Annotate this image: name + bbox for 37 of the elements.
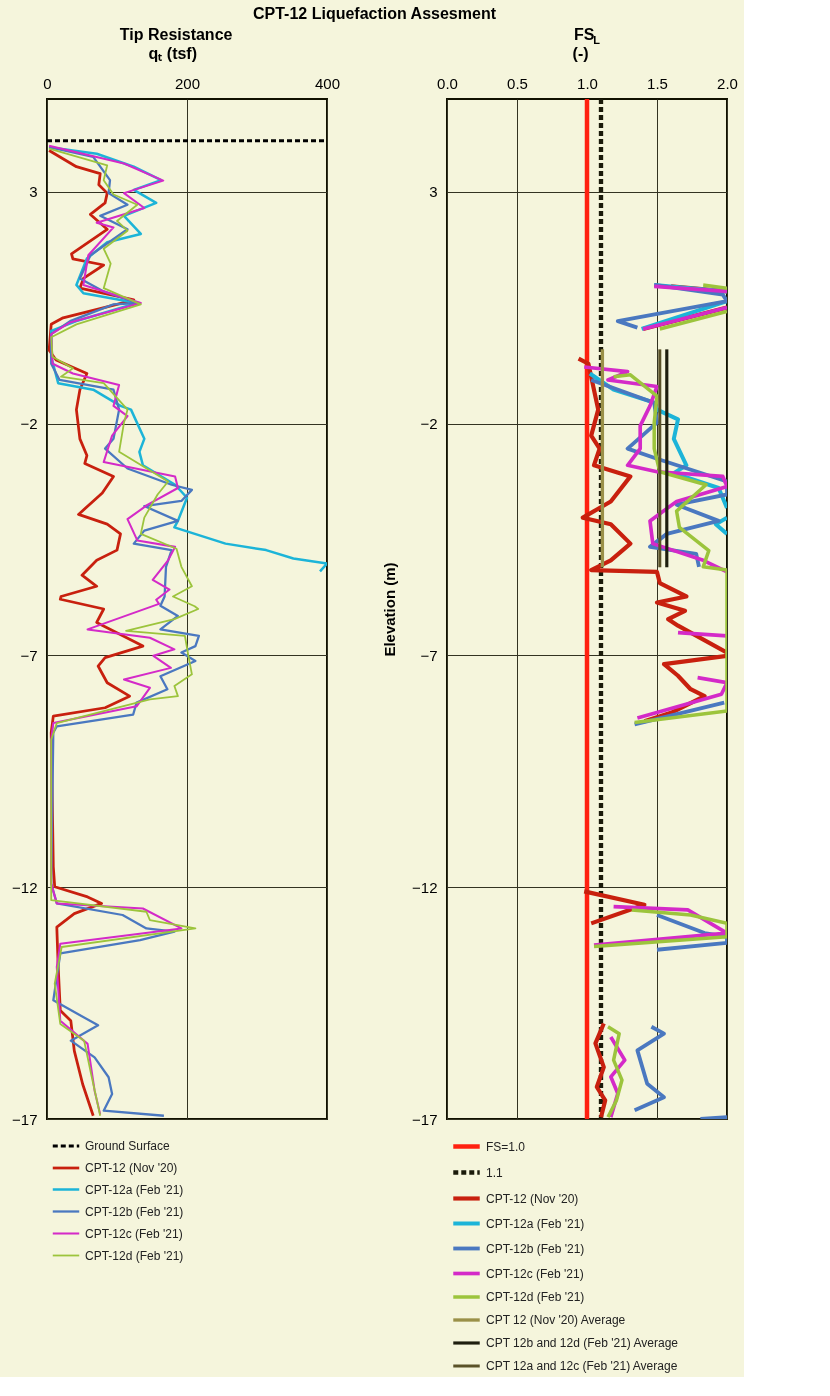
legend-label: CPT 12b and 12d (Feb '21) Average (486, 1336, 679, 1350)
y-tick-label: −17 (412, 1110, 438, 1128)
y-tick-label: −7 (420, 646, 438, 664)
x-tick-label: 1.0 (577, 74, 598, 92)
legend-label: CPT-12 (Nov '20) (85, 1161, 178, 1175)
legend-label: CPT-12b (Feb '21) (486, 1241, 585, 1256)
text: CPT-12 Liquefaction Assesment (252, 5, 497, 22)
legend-label: CPT 12 (Nov '20) Average (486, 1313, 626, 1327)
legend-label: CPT-12d (Feb '21) (85, 1248, 184, 1263)
legend-label: CPT-12b (Feb '21) (85, 1204, 184, 1219)
y-tick-label: −2 (20, 415, 38, 433)
x-tick-label: 0 (43, 74, 52, 92)
legend-label: 1.1 (486, 1165, 504, 1180)
x-tick-label: 200 (174, 74, 201, 92)
legend-label: Ground Surface (85, 1139, 171, 1153)
y-tick-label: 3 (429, 183, 438, 201)
x-tick-label: 400 (314, 74, 341, 92)
y-tick-label: −7 (20, 646, 38, 664)
x-tick-label: 0.0 (437, 74, 458, 92)
legend-label: CPT-12 (Nov '20) (486, 1191, 579, 1206)
x-tick-label: 0.5 (507, 74, 528, 92)
legend-label: CPT-12c (Feb '21) (486, 1266, 584, 1281)
y-axis-title: Elevation (m) (381, 562, 399, 657)
legend-label: CPT-12d (Feb '21) (486, 1290, 585, 1304)
y-tick-label: −12 (12, 878, 38, 896)
x-tick-label: 2.0 (717, 74, 738, 92)
legend-label: CPT-12a (Feb '21) (486, 1216, 585, 1231)
legend-label: CPT-12c (Feb '21) (85, 1226, 183, 1241)
y-tick-label: −17 (12, 1110, 38, 1128)
x-tick-label: 1.5 (647, 74, 668, 92)
y-tick-label: −2 (420, 415, 438, 433)
y-tick-label: −12 (412, 878, 438, 896)
legend-label: FS=1.0 (486, 1139, 526, 1154)
x-axis-title: Tip Resistance qₜ (tsf) (119, 26, 233, 62)
legend-label: CPT-12a (Feb '21) (85, 1182, 184, 1197)
legend-label: CPT 12a and 12c (Feb '21) Average (486, 1359, 678, 1373)
y-tick-label: 3 (29, 183, 38, 201)
